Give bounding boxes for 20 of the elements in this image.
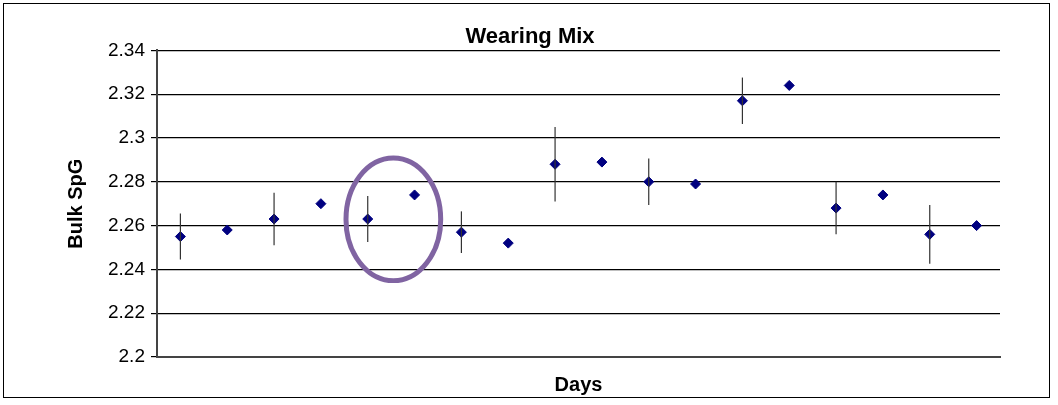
point: [783, 79, 795, 91]
y-tick-label: 2.24: [108, 257, 146, 279]
point: [971, 220, 983, 232]
point: [690, 178, 702, 190]
point: [877, 189, 889, 201]
point: [315, 198, 327, 210]
y-tick-label: 2.22: [108, 301, 145, 323]
x-axis-title: Days: [554, 372, 603, 395]
point: [502, 237, 514, 249]
point: [409, 189, 421, 201]
point: [596, 156, 608, 168]
chart-title: Wearing Mix: [465, 23, 596, 49]
point: [221, 224, 233, 236]
y-axis-title: Bulk SpG: [63, 158, 86, 249]
y-tick-label: 2.28: [108, 170, 145, 192]
y-tick-label: 2.32: [108, 82, 145, 104]
y-tick-label: 2.26: [108, 213, 145, 235]
y-tick-label: 2.3: [118, 126, 145, 148]
y-tick-label: 2.34: [108, 38, 146, 60]
y-tick-label: 2.2: [118, 345, 145, 367]
